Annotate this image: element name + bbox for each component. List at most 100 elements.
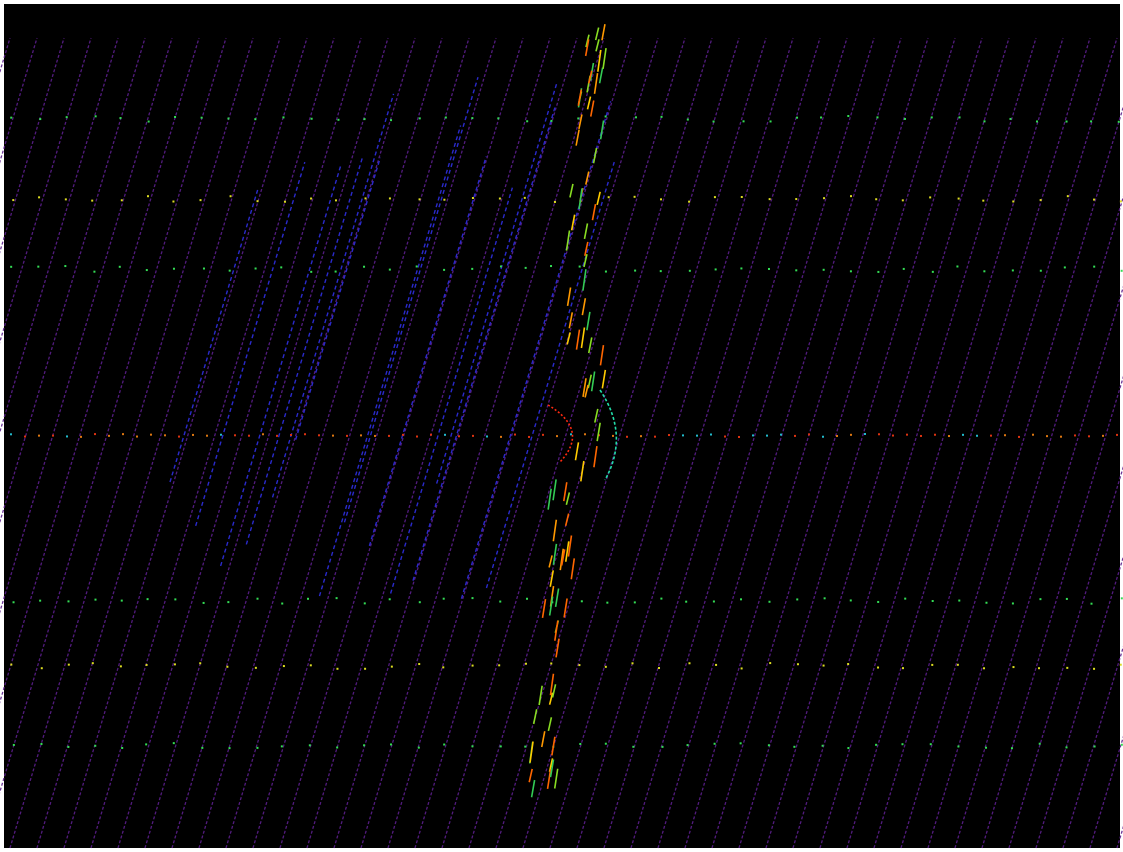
ground-point xyxy=(957,664,959,666)
ground-point xyxy=(579,266,581,268)
ground-point xyxy=(310,271,312,273)
center-row-point xyxy=(822,436,824,438)
center-row-point xyxy=(346,435,348,437)
ground-point xyxy=(743,120,745,122)
ground-point xyxy=(770,120,772,122)
ground-point xyxy=(335,271,337,273)
center-row-point xyxy=(332,435,334,437)
ground-point xyxy=(550,662,552,664)
ground-point xyxy=(983,667,985,669)
ground-point xyxy=(200,199,202,201)
ground-point xyxy=(255,667,257,669)
ground-point xyxy=(525,267,527,269)
ground-point xyxy=(1039,743,1041,745)
center-row-point xyxy=(360,434,362,436)
ground-point xyxy=(715,268,717,270)
ground-point xyxy=(67,600,69,602)
ground-point xyxy=(500,745,502,747)
ground-point xyxy=(824,597,826,599)
center-row-point xyxy=(710,434,712,436)
center-row-point xyxy=(388,435,390,437)
ground-point xyxy=(660,598,662,600)
ground-point xyxy=(1040,199,1042,201)
ground-point xyxy=(956,265,958,267)
ground-point xyxy=(526,120,528,122)
ground-point xyxy=(199,662,201,664)
ground-point xyxy=(472,197,474,199)
ground-point xyxy=(12,199,14,201)
ground-point xyxy=(365,197,367,199)
ground-point xyxy=(40,743,42,745)
ground-point xyxy=(931,664,933,666)
ground-point xyxy=(1121,270,1123,272)
ground-point xyxy=(38,196,40,198)
ground-point xyxy=(797,663,799,665)
ground-point xyxy=(932,271,934,273)
center-row-point xyxy=(500,436,502,438)
center-row-point xyxy=(514,434,516,436)
center-row-point xyxy=(234,434,236,436)
ground-point xyxy=(822,745,824,747)
ground-point xyxy=(795,198,797,200)
ground-point xyxy=(280,266,282,268)
ground-point xyxy=(983,270,985,272)
ground-point xyxy=(173,268,175,270)
ground-point xyxy=(847,663,849,665)
ground-point xyxy=(363,744,365,746)
center-row-point xyxy=(626,436,628,438)
ground-point xyxy=(634,270,636,272)
ground-point xyxy=(174,663,176,665)
ground-point xyxy=(524,197,526,199)
ground-point xyxy=(1120,664,1122,666)
center-row-point xyxy=(612,435,614,437)
ground-point xyxy=(713,600,715,602)
center-row-point xyxy=(402,434,404,436)
ground-point xyxy=(229,270,231,272)
ground-point xyxy=(1066,121,1068,123)
ground-point xyxy=(336,668,338,670)
ground-point xyxy=(605,666,607,668)
center-row-point xyxy=(1032,434,1034,436)
ground-point xyxy=(847,747,849,749)
ground-point xyxy=(257,200,259,202)
ground-point xyxy=(1065,746,1067,748)
ground-point xyxy=(65,198,67,200)
center-row-point xyxy=(290,434,292,436)
ground-point xyxy=(1120,200,1122,202)
ground-point xyxy=(959,116,961,118)
ground-point xyxy=(148,121,150,123)
ground-point xyxy=(310,664,312,666)
ground-point xyxy=(389,598,391,600)
ground-point xyxy=(147,195,149,197)
ground-point xyxy=(634,196,636,198)
center-row-point xyxy=(780,434,782,436)
ground-point xyxy=(363,266,365,268)
ground-point xyxy=(875,744,877,746)
center-row-point xyxy=(668,434,670,436)
center-row-point xyxy=(906,434,908,436)
ground-point xyxy=(64,265,66,267)
ground-point xyxy=(500,265,502,267)
ground-point xyxy=(958,198,960,200)
ground-point xyxy=(768,601,770,603)
ground-point xyxy=(255,267,257,269)
ground-point xyxy=(499,198,501,200)
ground-point xyxy=(740,742,742,744)
ground-point xyxy=(740,267,742,269)
ground-point xyxy=(41,667,43,669)
center-row-point xyxy=(752,434,754,436)
ground-point xyxy=(929,196,931,198)
ground-point xyxy=(713,121,715,123)
ground-point xyxy=(173,742,175,744)
center-row-point xyxy=(94,433,96,435)
ground-point xyxy=(660,198,662,200)
ground-point xyxy=(524,746,526,748)
ground-point xyxy=(337,119,339,121)
ground-point xyxy=(13,601,15,603)
ground-point xyxy=(1012,666,1014,668)
ground-point xyxy=(1094,745,1096,747)
ground-point xyxy=(281,603,283,605)
ground-point xyxy=(418,747,420,749)
ground-point xyxy=(1093,266,1095,268)
ground-point xyxy=(796,598,798,600)
